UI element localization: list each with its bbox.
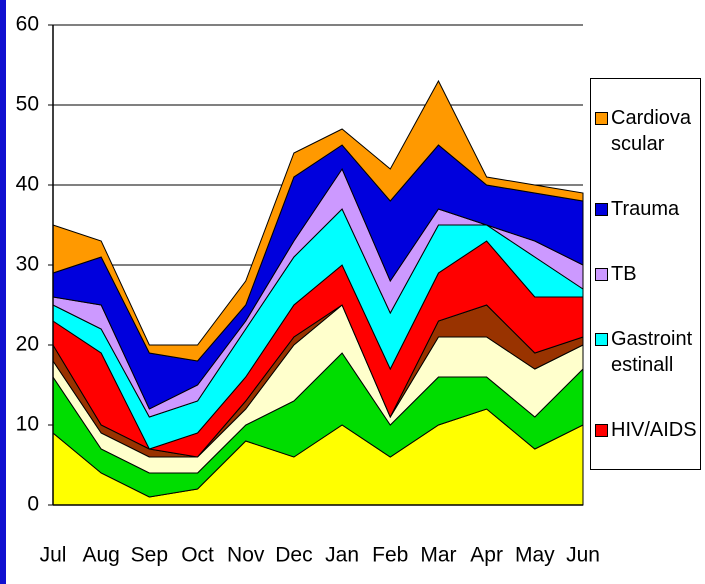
legend-entry: HIV/AIDS [595,417,698,443]
y-tick-label: 0 [27,493,39,516]
y-tick-label: 40 [16,173,39,196]
legend-swatch [595,202,608,216]
legend: Cardiovascular Trauma TB Gastrointestinall H… [590,78,701,470]
x-tick-label: Mar [420,544,456,567]
area [52,79,584,362]
x-tick-label: Dec [275,544,312,567]
x-tick-label: Aug [82,544,119,567]
x-tick-label: May [515,544,555,567]
x-tick-label: Jun [566,544,600,567]
legend-label: Trauma [611,197,680,220]
legend-swatch [595,333,608,347]
legend-entry: TB [595,261,698,287]
x-tick-label: Apr [470,544,503,567]
legend-entry: Trauma [595,196,698,222]
x-tick-label: Feb [372,544,408,567]
x-tick-label: Jul [40,544,67,567]
legend-swatch [595,111,608,125]
legend-entry: Cardiovascular [595,105,698,157]
y-tick-label: 20 [16,333,39,356]
frame-edge [0,0,6,584]
y-tick-label: 10 [16,413,39,436]
x-tick-label: Nov [227,544,265,567]
y-tick-label: 50 [16,93,39,116]
y-tick-label: 60 [16,13,39,36]
x-tick-label: Jan [325,544,359,567]
x-tick-label: Sep [131,544,168,567]
legend-swatch [595,424,608,438]
legend-label: TB [611,262,637,285]
legend-label: Cardiovascular [611,106,692,155]
legend-entry: Gastrointestinall [595,326,698,378]
legend-swatch [595,267,608,281]
legend-label: HIV/AIDS [611,419,697,442]
legend-label: Gastrointestinall [611,328,693,377]
x-tick-label: Oct [181,544,214,567]
y-tick-label: 30 [16,253,39,276]
